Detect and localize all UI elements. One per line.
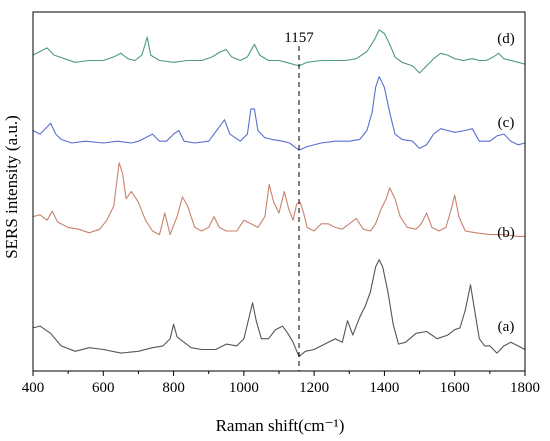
x-tick-label-2: 800: [162, 380, 185, 396]
x-tick-label-5: 1400: [369, 380, 399, 396]
series-layer: [32, 29, 526, 358]
plot-frame: [32, 11, 526, 372]
x-tick-label-3: 1000: [229, 380, 259, 396]
series-line-0: [32, 259, 526, 358]
x-tick-label-0: 400: [22, 380, 45, 396]
series-label-1: (b): [497, 225, 515, 241]
x-axis-title: Raman shift(cm⁻¹): [216, 416, 345, 435]
series-label-0: (a): [498, 319, 515, 335]
marker-1157-label: 1157: [284, 30, 314, 46]
series-label-3: (d): [497, 31, 515, 47]
series-line-1: [32, 162, 525, 237]
x-tick-label-4: 1200: [299, 380, 329, 396]
y-axis-title: SERS intensity (a.u.): [2, 115, 21, 259]
x-tick-label-1: 600: [92, 380, 115, 396]
axes-layer: 400 600 800 1000 1200 1400 1600 1800: [22, 11, 540, 396]
series-line-2: [32, 76, 526, 151]
x-tick-label-6: 1600: [440, 380, 470, 396]
series-line-3: [32, 29, 526, 74]
x-tick-label-7: 1800: [510, 380, 540, 396]
series-labels: (a) (b) (c) (d): [497, 31, 515, 335]
series-label-2: (c): [498, 115, 515, 131]
